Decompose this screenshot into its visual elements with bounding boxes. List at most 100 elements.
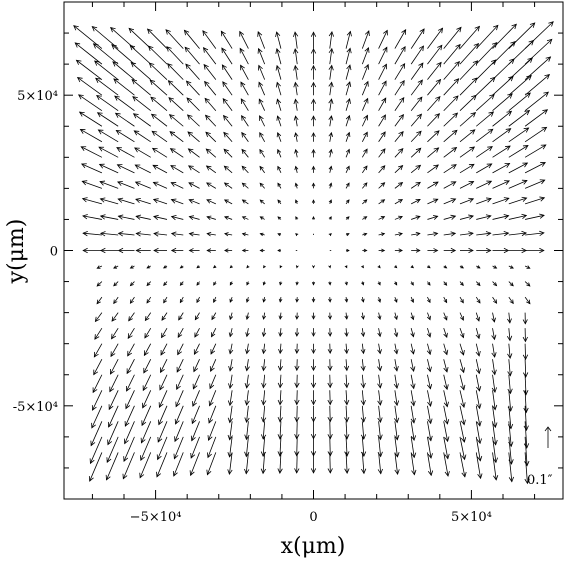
vector-arrow bbox=[140, 421, 152, 444]
vector-arrow bbox=[459, 111, 477, 127]
vector-arrow bbox=[241, 131, 249, 143]
vector-arrow bbox=[344, 297, 349, 303]
vector-arrow bbox=[228, 374, 234, 389]
vector-arrow bbox=[227, 436, 233, 458]
vector-arrow bbox=[80, 163, 103, 174]
vector-arrow bbox=[91, 26, 119, 49]
vector-arrow bbox=[82, 230, 102, 237]
vector-arrow bbox=[143, 343, 152, 357]
vector-arrow bbox=[135, 247, 151, 254]
vector-arrow bbox=[246, 281, 250, 286]
vector-arrow bbox=[293, 64, 299, 80]
vector-arrow bbox=[410, 328, 415, 338]
vector-arrow bbox=[259, 199, 265, 205]
vector-arrow bbox=[507, 390, 513, 412]
vector-arrow bbox=[344, 452, 350, 474]
vector-arrow bbox=[193, 343, 200, 356]
vector-arrow bbox=[110, 26, 135, 49]
vector-arrow bbox=[152, 181, 168, 189]
vector-arrow bbox=[190, 421, 200, 442]
vector-arrow bbox=[113, 265, 119, 269]
vector-arrow bbox=[113, 78, 135, 96]
vector-arrow bbox=[508, 436, 514, 465]
vector-arrow bbox=[196, 281, 200, 286]
vector-arrow bbox=[522, 328, 528, 343]
vector-arrow bbox=[443, 281, 448, 286]
vector-arrow bbox=[360, 421, 367, 440]
vector-arrow bbox=[427, 95, 441, 111]
vector-arrow bbox=[174, 405, 184, 425]
vector-arrow bbox=[129, 265, 135, 269]
vector-arrow bbox=[179, 265, 184, 269]
vector-arrow bbox=[89, 436, 103, 465]
vector-arrow bbox=[459, 163, 475, 174]
vector-arrow bbox=[475, 359, 481, 375]
vector-arrow bbox=[327, 359, 333, 372]
vector-arrow bbox=[344, 436, 350, 457]
vector-arrow bbox=[459, 390, 466, 409]
vector-arrow bbox=[410, 312, 415, 321]
vector-arrow bbox=[241, 232, 249, 237]
vector-arrow bbox=[177, 327, 184, 338]
vector-arrow bbox=[311, 281, 316, 286]
vector-arrow bbox=[410, 374, 416, 390]
vector-arrow bbox=[310, 436, 317, 457]
vector-arrow bbox=[135, 198, 151, 205]
vector-arrow bbox=[278, 343, 283, 355]
vector-arrow bbox=[134, 164, 151, 174]
vector-arrow bbox=[492, 296, 498, 304]
vector-arrow bbox=[244, 405, 250, 424]
vector-arrow bbox=[327, 312, 332, 320]
vector-arrow bbox=[328, 182, 333, 189]
vector-arrow bbox=[410, 359, 416, 373]
vector-arrow bbox=[146, 265, 151, 269]
vector-arrow bbox=[360, 343, 366, 355]
vector-arrow bbox=[345, 30, 352, 49]
vector-arrow bbox=[117, 231, 135, 237]
vector-arrow bbox=[279, 281, 283, 286]
vector-arrow bbox=[294, 148, 299, 158]
vector-arrow bbox=[361, 131, 368, 142]
vector-arrow bbox=[133, 130, 151, 143]
vector-arrow bbox=[224, 248, 233, 253]
vector-arrow bbox=[410, 130, 422, 143]
vector-arrow bbox=[394, 28, 407, 49]
vector-arrow bbox=[99, 231, 119, 237]
vector-arrow bbox=[151, 130, 168, 143]
vector-arrow bbox=[443, 390, 449, 408]
vector-arrow bbox=[294, 328, 300, 337]
vector-arrow bbox=[361, 47, 370, 65]
vector-arrow bbox=[394, 215, 403, 220]
vector-arrow bbox=[82, 247, 102, 254]
vector-arrow bbox=[327, 405, 333, 423]
vector-arrow bbox=[241, 216, 249, 220]
vector-arrow bbox=[240, 98, 249, 111]
vector-arrow bbox=[443, 436, 450, 460]
vector-arrow bbox=[277, 359, 283, 372]
vector-arrow bbox=[508, 247, 527, 254]
vector-arrow bbox=[94, 312, 103, 323]
vector-arrow bbox=[459, 129, 476, 143]
vector-arrow bbox=[475, 374, 482, 392]
vector-arrow bbox=[113, 296, 119, 305]
vector-arrow bbox=[491, 374, 497, 393]
vector-arrow bbox=[476, 94, 495, 112]
vector-arrow bbox=[328, 31, 334, 49]
vector-arrow bbox=[475, 343, 481, 357]
vector-arrow bbox=[163, 296, 168, 304]
vector-arrow bbox=[244, 359, 250, 372]
vector-arrow bbox=[362, 199, 368, 205]
vector-arrow bbox=[378, 131, 386, 143]
vector-arrow bbox=[328, 281, 332, 286]
vector-arrow bbox=[132, 113, 151, 127]
vector-arrow bbox=[475, 24, 499, 49]
vector-arrow bbox=[94, 327, 103, 340]
vector-arrow bbox=[378, 29, 388, 49]
vector-arrow bbox=[193, 359, 200, 373]
vector-arrow bbox=[459, 359, 466, 374]
vector-arrow bbox=[311, 165, 316, 173]
vector-arrow bbox=[426, 343, 432, 356]
vector-arrow bbox=[278, 297, 283, 303]
vector-arrow bbox=[259, 216, 265, 220]
vector-arrow bbox=[475, 390, 482, 410]
